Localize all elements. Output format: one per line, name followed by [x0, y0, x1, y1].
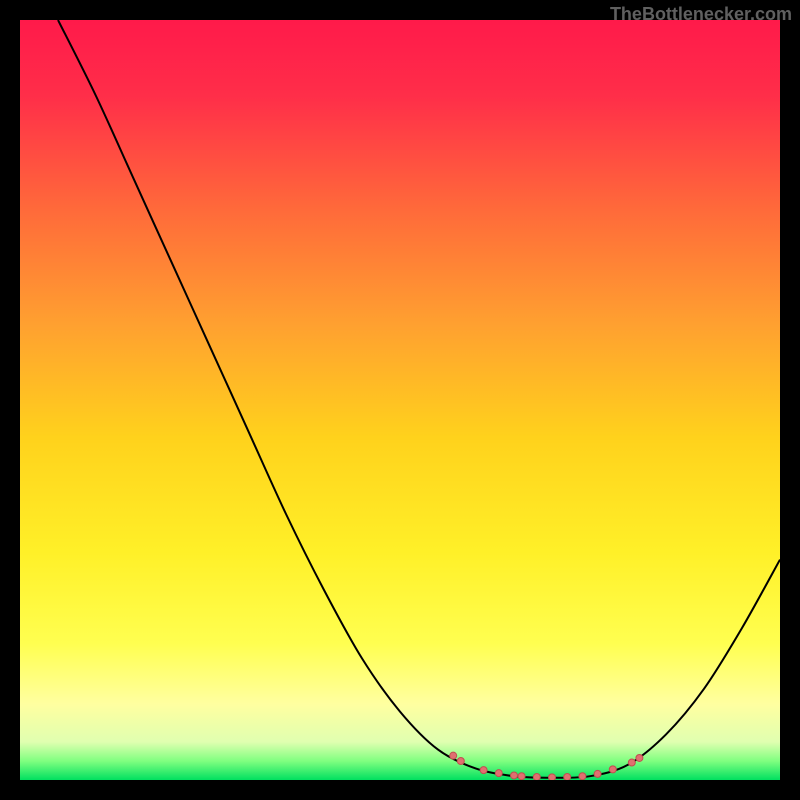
watermark-text: TheBottlenecker.com [610, 4, 792, 25]
marker-dot [564, 773, 571, 780]
marker-dot [549, 774, 556, 780]
marker-dot [628, 759, 635, 766]
marker-dot [518, 773, 525, 780]
marker-dot [511, 772, 518, 779]
marker-dot [636, 754, 643, 761]
marker-dot [594, 770, 601, 777]
bottleneck-curve-chart [20, 20, 780, 780]
marker-dot [457, 758, 464, 765]
plot-area [20, 20, 780, 780]
gradient-background [20, 20, 780, 780]
chart-container: TheBottlenecker.com [0, 0, 800, 800]
marker-dot [533, 773, 540, 780]
marker-dot [495, 770, 502, 777]
marker-dot [579, 773, 586, 780]
marker-dot [609, 766, 616, 773]
marker-dot [450, 752, 457, 759]
marker-dot [480, 767, 487, 774]
